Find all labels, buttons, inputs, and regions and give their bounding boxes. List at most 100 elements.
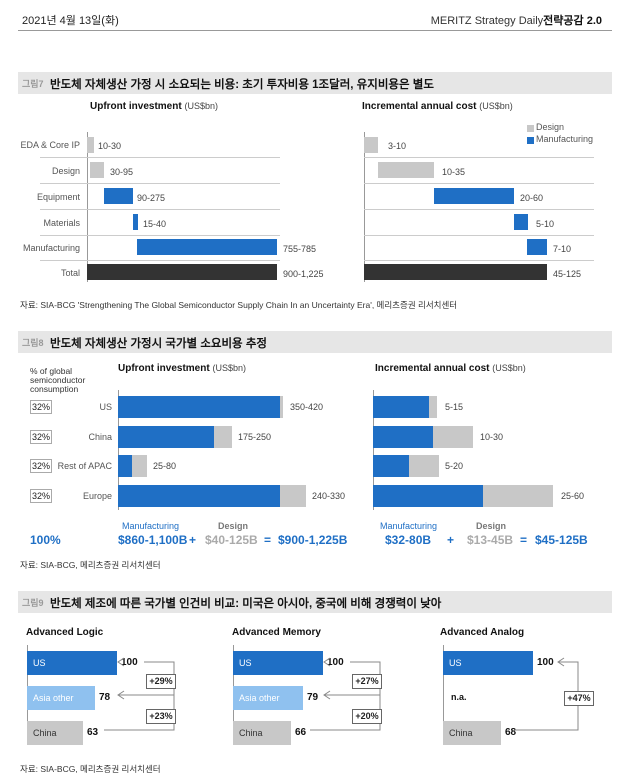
bar-label: US bbox=[239, 658, 252, 668]
fig7-left-title-text: Upfront investment bbox=[90, 101, 182, 112]
fig8-an-value: 10-30 bbox=[480, 432, 504, 442]
sum-right-total: $45-125B bbox=[535, 533, 588, 547]
panel-analog-bar-us: US bbox=[443, 651, 533, 675]
bar-value: 100 bbox=[537, 657, 554, 668]
fig7-upfront-bar-equipment bbox=[104, 188, 133, 204]
sum-right-plus: + bbox=[447, 533, 455, 547]
fig7-annual-bar-materials bbox=[514, 214, 528, 230]
panel-logic-pill: +29% bbox=[146, 674, 176, 689]
panel-memory-title: Advanced Memory bbox=[232, 627, 321, 638]
legend-design-swatch bbox=[527, 125, 534, 132]
panel-logic-bar-china: China bbox=[27, 721, 83, 745]
fig8-right-title: Incremental annual cost (US$bn) bbox=[375, 363, 526, 374]
fig7-upfront-value: 15-40 bbox=[143, 219, 167, 229]
panel-logic-bar-asia: Asia other bbox=[27, 686, 95, 710]
sum-right-mfg-label: Manufacturing bbox=[380, 521, 438, 531]
gridline bbox=[40, 235, 280, 236]
fig7-source: 자료: SIA-BCG 'Strengthening The Global Se… bbox=[20, 300, 458, 310]
fig7-annual-bar-equipment bbox=[434, 188, 514, 204]
share-label-line: % of global bbox=[30, 366, 73, 376]
fig8-region-label: China bbox=[88, 432, 112, 442]
fig8-an-bar-china-design bbox=[433, 426, 473, 448]
fig7-left-axis bbox=[87, 132, 88, 282]
legend-manufacturing-swatch bbox=[527, 137, 534, 144]
brand-name: MERITZ Strategy Daily bbox=[430, 15, 544, 27]
gridline bbox=[364, 235, 594, 236]
fig8-share-box: 32% bbox=[30, 430, 52, 444]
fig9-source: 자료: SIA-BCG, 메리츠증권 리서치센터 bbox=[20, 764, 161, 774]
sum-right-design-value: $13-45B bbox=[467, 533, 514, 547]
fig7-upfront-bar-materials bbox=[133, 214, 138, 230]
fig8-up-bar-apac-mfg bbox=[118, 455, 132, 477]
share-label-line: semiconductor bbox=[30, 375, 86, 385]
fig8-total-pct: 100% bbox=[30, 533, 61, 547]
bar-value: 100 bbox=[327, 657, 344, 668]
sum-left-plus: + bbox=[189, 533, 197, 547]
fig8-an-bar-us-mfg bbox=[373, 396, 429, 418]
figure-8-title-bar: 그림8 반도체 자체생산 가정시 국가별 소요비용 추정 bbox=[18, 331, 612, 353]
legend-design-label: Design bbox=[536, 122, 565, 132]
figure-9-tag: 그림9 bbox=[22, 598, 44, 608]
fig8-up-bar-apac-design bbox=[132, 455, 147, 477]
fig8-right-axis bbox=[373, 390, 374, 510]
fig8-up-bar-us-mfg bbox=[118, 396, 280, 418]
fig8-share-box: 32% bbox=[30, 489, 52, 503]
fig8-up-bar-europe-mfg bbox=[118, 485, 280, 507]
gridline bbox=[40, 157, 280, 158]
fig7-upfront-value: 755-785 bbox=[283, 244, 317, 254]
fig7-upfront-value: 10-30 bbox=[98, 141, 122, 151]
fig7-category-label: Total bbox=[60, 268, 80, 278]
gridline bbox=[40, 260, 280, 261]
sum-left-mfg-label: Manufacturing bbox=[122, 521, 180, 531]
bar-label: Asia other bbox=[239, 693, 280, 703]
panel-analog-bar-china: China bbox=[443, 721, 501, 745]
fig7-annual-bar-design bbox=[378, 162, 434, 178]
bar-label: China bbox=[449, 728, 473, 738]
fig7-category-label: Materials bbox=[43, 218, 80, 228]
report-brand: MERITZ Strategy Daily전략공감 2.0 bbox=[431, 12, 602, 28]
fig8-an-bar-us-design bbox=[429, 396, 437, 418]
fig8-an-bar-china-mfg bbox=[373, 426, 433, 448]
panel-memory-pill: +20% bbox=[352, 709, 382, 724]
fig7-right-axis bbox=[364, 132, 365, 282]
fig8-right-unit: (US$bn) bbox=[492, 363, 526, 373]
fig7-upfront-bar-design bbox=[90, 162, 104, 178]
sum-right-design-label: Design bbox=[476, 521, 507, 531]
sum-left-total: $900-1,225B bbox=[278, 533, 348, 547]
sum-right-mfg-value: $32-80B bbox=[385, 533, 432, 547]
fig7-upfront-bar-eda bbox=[87, 137, 94, 153]
bar-label: China bbox=[33, 728, 57, 738]
fig8-up-value: 350-420 bbox=[290, 402, 324, 412]
panel-memory-bar-china: China bbox=[233, 721, 291, 745]
report-date: 2021년 4월 13일(화) bbox=[22, 15, 119, 27]
sum-left-mfg-value: $860-1,100B bbox=[118, 533, 188, 547]
fig7-category-label: Design bbox=[51, 166, 80, 176]
panel-analog-pill: +47% bbox=[564, 691, 594, 706]
fig8-up-bar-china-design bbox=[214, 426, 232, 448]
fig7-right-title: Incremental annual cost (US$bn) bbox=[362, 101, 513, 112]
fig7-annual-value: 45-125 bbox=[553, 269, 582, 279]
fig7-annual-bar-total bbox=[364, 264, 547, 280]
fig7-right-unit: (US$bn) bbox=[479, 101, 513, 111]
bar-label: China bbox=[239, 728, 263, 738]
fig8-region-label: US bbox=[99, 402, 112, 412]
gridline bbox=[40, 183, 280, 184]
fig7-category-label: Equipment bbox=[36, 192, 80, 202]
fig7-upfront-bar-total bbox=[87, 264, 277, 280]
fig8-left-title: Upfront investment (US$bn) bbox=[118, 363, 246, 374]
bar-value: 78 bbox=[99, 692, 111, 703]
sum-left-eq: = bbox=[264, 533, 272, 547]
panel-analog-na: n.a. bbox=[451, 692, 467, 702]
gridline bbox=[364, 157, 594, 158]
figure-9-title-bar: 그림9 반도체 제조에 따른 국가별 인건비 비교: 미국은 아시아, 중국에 … bbox=[18, 591, 612, 613]
fig7-upfront-value: 30-95 bbox=[110, 167, 134, 177]
bar-value: 100 bbox=[121, 657, 138, 668]
fig8-an-value: 5-15 bbox=[445, 402, 464, 412]
fig7-category-label: EDA & Core IP bbox=[20, 140, 80, 150]
legend-manufacturing-label: Manufacturing bbox=[536, 134, 594, 144]
sum-left-design-value: $40-125B bbox=[205, 533, 258, 547]
fig8-right-title-text: Incremental annual cost bbox=[375, 363, 490, 374]
fig8-region-label: Rest of APAC bbox=[57, 461, 112, 471]
gridline bbox=[364, 209, 594, 210]
figure-7-title-bar: 그림7 반도체 자체생산 가정 시 소요되는 비용: 초기 투자비용 1조달러,… bbox=[18, 72, 612, 94]
